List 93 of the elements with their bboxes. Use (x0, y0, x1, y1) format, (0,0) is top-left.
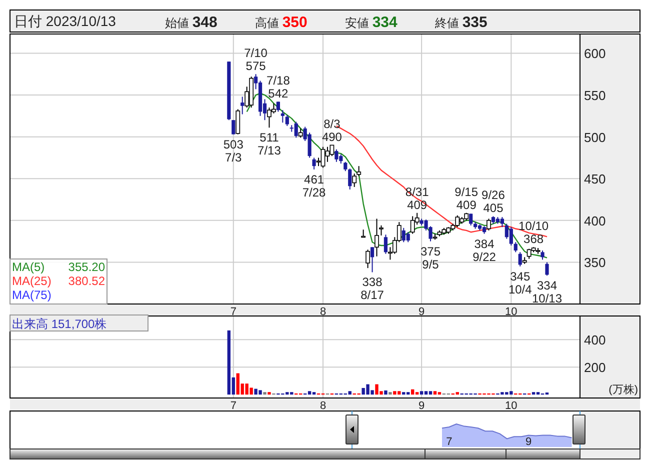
annotation: 375 9/5 (420, 244, 441, 272)
bar (384, 390, 388, 395)
bar (438, 392, 442, 395)
text: 355.20 (68, 260, 106, 274)
bar (312, 392, 316, 395)
candlestick (545, 262, 549, 276)
annotation: 345 10/4 (508, 269, 532, 296)
bar (532, 392, 536, 395)
y-tick-label: 350 (584, 255, 606, 270)
bar (420, 391, 424, 395)
candlestick (540, 250, 544, 260)
annotation: 503 7/3 (223, 137, 244, 164)
bar (402, 392, 406, 395)
text: 日付 2023/10/13 (14, 13, 116, 29)
candlestick (330, 144, 334, 157)
candlestick (334, 148, 338, 162)
y-tick-label: 450 (584, 172, 606, 187)
bar (424, 391, 428, 395)
candlestick (370, 246, 374, 273)
annotation: 9/15 409 (454, 184, 478, 212)
x-tick-label: 10 (505, 306, 518, 318)
annotation: 384 9/22 (472, 236, 496, 264)
candlestick (514, 242, 518, 253)
x-tick-label: 8 (320, 306, 326, 318)
candlestick (469, 213, 473, 226)
candlestick (276, 101, 280, 112)
candlestick (312, 157, 316, 170)
candlestick (361, 229, 366, 238)
bar (456, 392, 459, 395)
annotation: 7/18 542 (266, 74, 290, 101)
annotation: 10/10 368 (518, 219, 549, 246)
bar (411, 389, 414, 395)
annotation: 511 7/13 (258, 130, 282, 158)
text: 380.52 (68, 274, 106, 288)
x-tick-label: 9 (418, 400, 425, 412)
candlestick (348, 168, 352, 190)
y-tick-label: 600 (584, 46, 606, 62)
text: 出来高 151,700株 (12, 317, 107, 331)
candlestick (352, 173, 357, 188)
candlestick (285, 114, 289, 126)
x-tick-label: 8 (320, 400, 326, 412)
candlestick (366, 249, 370, 269)
text: 安値 334 (345, 14, 398, 31)
candlestick (518, 252, 522, 267)
candlestick (344, 161, 348, 172)
y-tick-label: 400 (584, 213, 606, 228)
x-tick-label: 9 (418, 306, 425, 318)
y-tick-label: 200 (584, 360, 606, 376)
x-tick-label: 10 (505, 400, 518, 412)
candlestick (406, 232, 410, 243)
y-tick-label: 400 (584, 332, 606, 348)
bar (227, 330, 231, 395)
candlestick (325, 146, 330, 162)
x-tick-label: 7 (230, 400, 236, 412)
text: MA(25) (12, 274, 52, 288)
bar (536, 392, 540, 395)
candlestick (240, 96, 244, 115)
y-tick-label: 550 (584, 88, 606, 104)
candlestick (500, 216, 504, 228)
bar (263, 392, 266, 395)
y-tick-label: 500 (584, 130, 606, 145)
bar (388, 392, 392, 395)
legend-label: MA(75) (12, 288, 52, 302)
candlestick (320, 146, 326, 168)
annotation: 461 7/28 (302, 172, 326, 200)
candlestick (298, 128, 303, 138)
x-tick-label: 7 (230, 306, 236, 318)
bar (433, 391, 437, 395)
bar (268, 392, 271, 395)
candlestick (232, 120, 236, 135)
candlestick (294, 121, 298, 138)
bar (308, 391, 312, 395)
annotation: 338 8/17 (360, 275, 384, 302)
bar (415, 392, 419, 395)
candlestick (236, 108, 240, 135)
candlestick (509, 226, 513, 246)
bar (428, 391, 432, 395)
candlestick (308, 132, 312, 158)
bar (348, 391, 352, 395)
text: 終値 335 (434, 14, 488, 31)
x-tick-label: 9 (525, 436, 532, 448)
y-axis-title: (万株) (608, 383, 638, 396)
annotation: 8/3 490 (322, 117, 342, 144)
annotation: 9/26 405 (482, 188, 506, 216)
text: 高値 350 (255, 14, 308, 31)
x-tick-label: 7 (446, 436, 452, 448)
candlestick (280, 110, 284, 124)
text: 始値 348 (165, 14, 218, 31)
candlestick (486, 218, 491, 231)
candlestick (384, 234, 388, 254)
annotation: 334 10/13 (532, 278, 562, 306)
annotation: 7/10 575 (244, 46, 268, 74)
text: MA(5) (12, 260, 45, 274)
